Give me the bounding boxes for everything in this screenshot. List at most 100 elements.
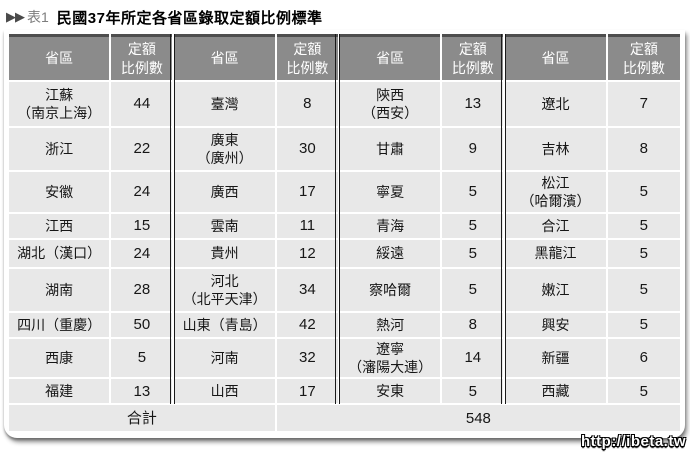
province-cell: 雲南 xyxy=(174,214,275,238)
province-cell: 福建 xyxy=(9,379,110,404)
province-cell: 遼寧 （瀋陽大連） xyxy=(339,339,441,378)
quota-cell: 5 xyxy=(607,269,680,311)
province-cell: 江西 xyxy=(9,214,110,238)
quota-cell: 5 xyxy=(607,172,680,212)
column-header-province: 省區 xyxy=(505,34,606,80)
column-header-province: 省區 xyxy=(174,34,275,80)
quota-cell: 24 xyxy=(111,172,173,212)
quota-cell: 44 xyxy=(111,82,173,126)
quota-cell: 5 xyxy=(442,240,504,267)
quota-cell: 42 xyxy=(276,313,338,337)
province-cell: 西康 xyxy=(9,339,110,378)
quota-cell: 30 xyxy=(276,128,338,170)
province-cell: 新疆 xyxy=(505,339,606,378)
quota-cell: 13 xyxy=(111,379,173,404)
column-header-province: 省區 xyxy=(339,34,441,80)
quota-cell: 24 xyxy=(111,240,173,267)
quota-cell: 5 xyxy=(442,379,504,404)
province-cell: 綏遠 xyxy=(339,240,441,267)
quota-cell: 8 xyxy=(607,128,680,170)
province-cell: 廣東 （廣州） xyxy=(174,128,275,170)
table-row: 湖北（漢口） 24 貴州 12 綏遠 5 黑龍江 5 xyxy=(9,240,680,267)
province-cell: 貴州 xyxy=(174,240,275,267)
province-cell: 江蘇 （南京上海） xyxy=(9,82,110,126)
quota-cell: 14 xyxy=(442,339,504,378)
province-cell: 松江 （哈爾濱） xyxy=(505,172,606,212)
table-row: 四川（重慶） 50 山東（青島） 42 熱河 8 興安 5 xyxy=(9,313,680,337)
quota-cell: 5 xyxy=(607,240,680,267)
province-cell: 臺灣 xyxy=(174,82,275,126)
province-cell: 吉林 xyxy=(505,128,606,170)
double-arrow-icon: ▶▶ xyxy=(6,9,25,24)
province-cell: 西藏 xyxy=(505,379,606,404)
province-cell: 熱河 xyxy=(339,313,441,337)
province-cell: 陝西 （西安） xyxy=(339,82,441,126)
quota-cell: 5 xyxy=(607,214,680,238)
province-cell: 山東（青島） xyxy=(174,313,275,337)
province-cell: 嫩江 xyxy=(505,269,606,311)
quota-cell: 8 xyxy=(276,82,338,126)
quota-cell: 12 xyxy=(276,240,338,267)
province-cell: 安東 xyxy=(339,379,441,404)
quota-cell: 5 xyxy=(442,269,504,311)
quota-cell: 8 xyxy=(442,313,504,337)
table-body: 江蘇 （南京上海） 44 臺灣 8 陝西 （西安） 13 遼北 7 浙江 22 廣東 （廣州） 30 甘… xyxy=(9,82,680,432)
table-row: 安徽 24 廣西 17 寧夏 5 松江 （哈爾濱） 5 xyxy=(9,172,680,212)
quota-cell: 32 xyxy=(276,339,338,378)
province-cell: 興安 xyxy=(505,313,606,337)
quota-cell: 22 xyxy=(111,128,173,170)
province-cell: 浙江 xyxy=(9,128,110,170)
province-cell: 河南 xyxy=(174,339,275,378)
table-number-label: 表1 xyxy=(27,9,49,25)
column-header-province: 省區 xyxy=(9,34,110,80)
province-cell: 山西 xyxy=(174,379,275,404)
quota-cell: 9 xyxy=(442,128,504,170)
province-cell: 廣西 xyxy=(174,172,275,212)
quota-table: 省區 定額 比例數 省區 定額 比例數 省區 定額 比例數 省區 定額 比例數 江蘇 （南京上… xyxy=(7,32,682,433)
total-row: 合計 548 xyxy=(9,405,680,432)
table-row: 浙江 22 廣東 （廣州） 30 甘肅 9 吉林 8 xyxy=(9,128,680,170)
province-cell: 湖南 xyxy=(9,269,110,311)
province-cell: 黑龍江 xyxy=(505,240,606,267)
column-header-quota: 定額 比例數 xyxy=(607,34,680,80)
page-title: 民國37年所定各省區錄取定額比例標準 xyxy=(56,9,323,27)
quota-cell: 15 xyxy=(111,214,173,238)
quota-cell: 28 xyxy=(111,269,173,311)
quota-cell: 7 xyxy=(607,82,680,126)
quota-cell: 50 xyxy=(111,313,173,337)
quota-cell: 13 xyxy=(442,82,504,126)
province-cell: 甘肅 xyxy=(339,128,441,170)
quota-cell: 5 xyxy=(111,339,173,378)
province-cell: 寧夏 xyxy=(339,172,441,212)
quota-cell: 34 xyxy=(276,269,338,311)
total-label-cell: 合計 xyxy=(9,405,275,432)
table-row: 江西 15 雲南 11 青海 5 合江 5 xyxy=(9,214,680,238)
quota-cell: 5 xyxy=(442,172,504,212)
province-cell: 湖北（漢口） xyxy=(9,240,110,267)
quota-cell: 11 xyxy=(276,214,338,238)
province-cell: 四川（重慶） xyxy=(9,313,110,337)
province-cell: 合江 xyxy=(505,214,606,238)
province-cell: 察哈爾 xyxy=(339,269,441,311)
table-caption: ▶▶ 表1 民國37年所定各省區錄取定額比例標準 xyxy=(0,0,690,28)
table-row: 福建 13 山西 17 安東 5 西藏 5 xyxy=(9,379,680,404)
quota-cell: 6 xyxy=(607,339,680,378)
quota-cell: 17 xyxy=(276,379,338,404)
province-cell: 安徽 xyxy=(9,172,110,212)
table-row: 西康 5 河南 32 遼寧 （瀋陽大連） 14 新疆 6 xyxy=(9,339,680,378)
total-value-cell: 548 xyxy=(276,405,680,432)
table-card: 省區 定額 比例數 省區 定額 比例數 省區 定額 比例數 省區 定額 比例數 江蘇 （南京上… xyxy=(4,30,685,439)
quota-cell: 17 xyxy=(276,172,338,212)
column-header-quota: 定額 比例數 xyxy=(442,34,504,80)
watermark: http://ibeta.tw xyxy=(581,433,686,450)
province-cell: 青海 xyxy=(339,214,441,238)
province-cell: 河北 （北平天津） xyxy=(174,269,275,311)
table-header: 省區 定額 比例數 省區 定額 比例數 省區 定額 比例數 省區 定額 比例數 xyxy=(9,34,680,80)
column-header-quota: 定額 比例數 xyxy=(111,34,173,80)
table-row: 江蘇 （南京上海） 44 臺灣 8 陝西 （西安） 13 遼北 7 xyxy=(9,82,680,126)
column-header-quota: 定額 比例數 xyxy=(276,34,338,80)
quota-cell: 5 xyxy=(607,379,680,404)
quota-cell: 5 xyxy=(607,313,680,337)
province-cell: 遼北 xyxy=(505,82,606,126)
table-row: 湖南 28 河北 （北平天津） 34 察哈爾 5 嫩江 5 xyxy=(9,269,680,311)
